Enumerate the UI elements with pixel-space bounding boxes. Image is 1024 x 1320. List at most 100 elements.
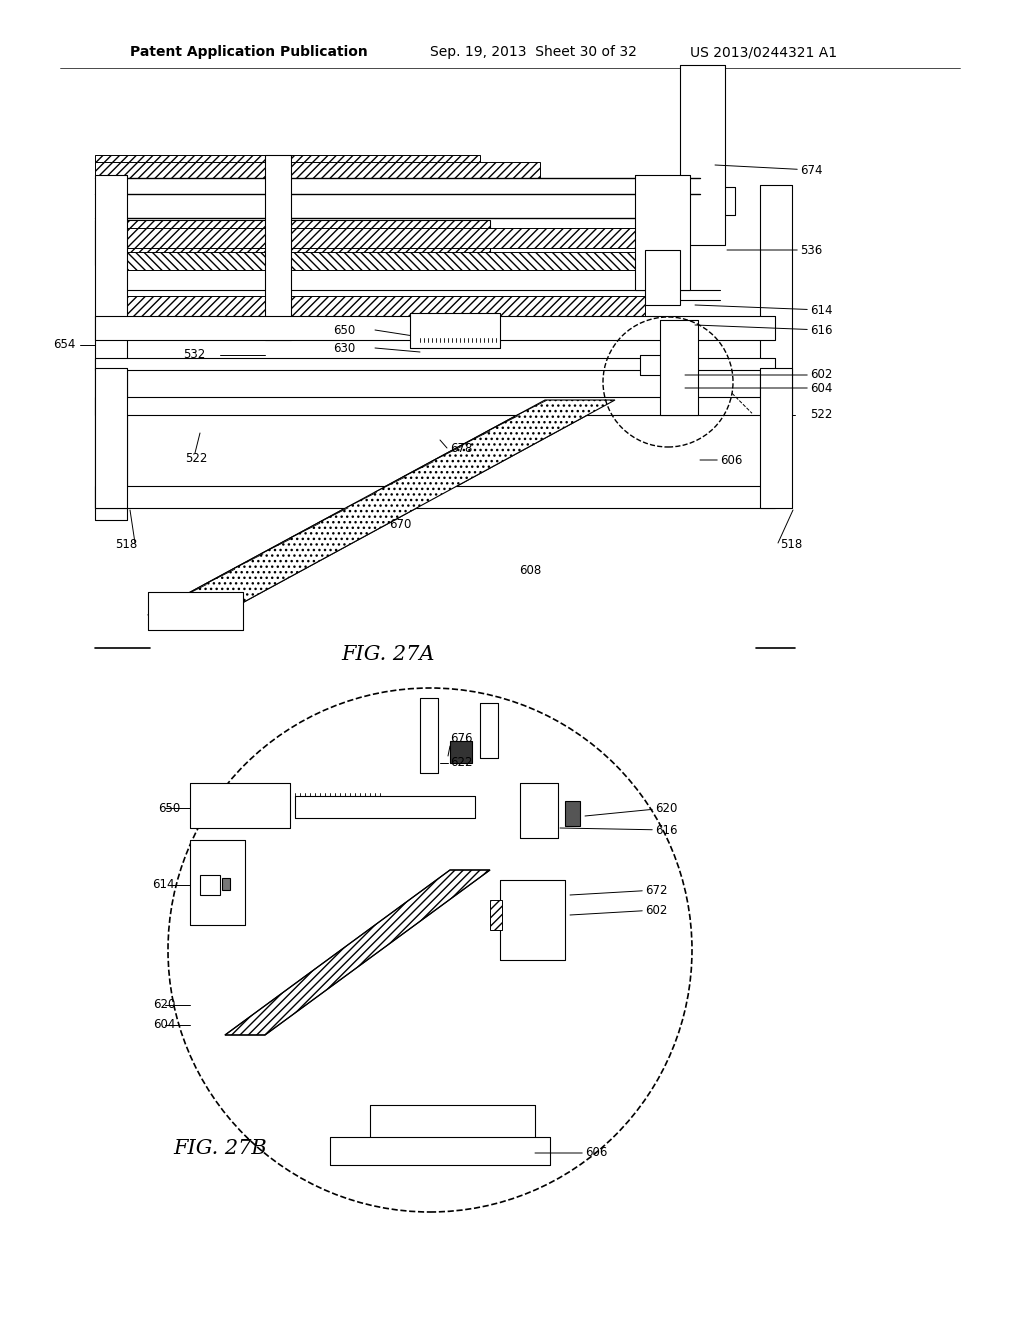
Text: FIG. 27A: FIG. 27A (341, 645, 435, 664)
Bar (450, 741, 472, 763)
Bar (95, 315, 775, 341)
Bar (295, 796, 475, 818)
Bar (148, 591, 243, 630)
Bar (635, 176, 690, 290)
Bar (480, 704, 498, 758)
Bar (95, 296, 645, 318)
Bar (95, 397, 775, 414)
Bar (490, 900, 502, 931)
Bar (95, 252, 635, 271)
Text: 606: 606 (700, 454, 742, 466)
Text: 518: 518 (780, 539, 802, 552)
Text: 630: 630 (333, 342, 355, 355)
Bar (95, 358, 775, 370)
Text: 620: 620 (153, 998, 175, 1011)
Polygon shape (95, 154, 480, 176)
Text: 674: 674 (715, 164, 822, 177)
Bar (330, 1137, 550, 1166)
Text: 536: 536 (727, 243, 822, 256)
Bar (760, 185, 792, 414)
Bar (190, 783, 290, 828)
Bar (95, 397, 775, 414)
Bar (660, 319, 698, 414)
Bar (410, 313, 500, 348)
Polygon shape (225, 870, 490, 1035)
Text: 522: 522 (185, 451, 208, 465)
Text: 622: 622 (450, 756, 472, 770)
Bar (410, 313, 500, 348)
Text: 654: 654 (52, 338, 75, 351)
Text: 650: 650 (158, 801, 180, 814)
Bar (520, 783, 558, 838)
Bar (420, 698, 438, 774)
Bar (660, 319, 698, 414)
Bar (190, 840, 245, 925)
Text: 518: 518 (115, 539, 137, 552)
Text: 616: 616 (695, 323, 833, 337)
Text: 670: 670 (389, 519, 412, 532)
Bar (520, 783, 558, 838)
Text: 532: 532 (182, 348, 205, 362)
Text: 678: 678 (450, 441, 472, 454)
Text: 676: 676 (450, 731, 472, 744)
Text: FIG. 27B: FIG. 27B (173, 1138, 267, 1158)
Bar (680, 65, 725, 246)
Text: 620: 620 (585, 801, 677, 816)
Bar (667, 187, 735, 215)
Bar (222, 878, 230, 890)
Bar (760, 368, 792, 508)
Bar (370, 1105, 535, 1140)
Bar (190, 840, 245, 925)
Text: 606: 606 (535, 1147, 607, 1159)
Bar (95, 368, 127, 508)
Bar (95, 315, 775, 341)
Text: 522: 522 (810, 408, 833, 421)
Bar (370, 1105, 535, 1140)
Bar (693, 170, 715, 191)
Bar (265, 154, 291, 341)
Text: 602: 602 (685, 368, 833, 381)
Text: 614: 614 (153, 879, 175, 891)
Polygon shape (148, 400, 615, 615)
Bar (95, 358, 775, 370)
Text: 604: 604 (685, 381, 833, 395)
Bar (760, 368, 792, 508)
Bar (500, 880, 565, 960)
Bar (95, 368, 127, 508)
Bar (265, 154, 291, 341)
Bar (200, 875, 220, 895)
Circle shape (168, 688, 692, 1212)
Bar (330, 1137, 550, 1166)
Text: 614: 614 (695, 304, 833, 317)
Bar (95, 486, 775, 508)
Text: 608: 608 (519, 564, 541, 577)
Bar (640, 355, 680, 375)
Bar (680, 65, 725, 246)
Bar (95, 176, 127, 520)
Bar (95, 228, 635, 248)
Text: 604: 604 (153, 1019, 175, 1031)
Text: US 2013/0244321 A1: US 2013/0244321 A1 (690, 45, 838, 59)
Bar (667, 187, 735, 215)
Text: 616: 616 (560, 824, 678, 837)
Text: 602: 602 (570, 903, 668, 916)
Text: Patent Application Publication: Patent Application Publication (130, 45, 368, 59)
Bar (295, 796, 475, 818)
Polygon shape (95, 220, 490, 265)
Bar (645, 249, 680, 305)
Bar (480, 704, 498, 758)
Text: Sep. 19, 2013  Sheet 30 of 32: Sep. 19, 2013 Sheet 30 of 32 (430, 45, 637, 59)
Bar (95, 486, 775, 508)
Text: 650: 650 (333, 323, 355, 337)
Bar (95, 176, 127, 520)
Bar (190, 783, 290, 828)
Text: 672: 672 (570, 883, 668, 896)
Bar (635, 176, 690, 290)
Bar (500, 880, 565, 960)
Bar (640, 355, 680, 375)
Bar (760, 185, 792, 414)
Bar (95, 162, 540, 178)
Bar (420, 698, 438, 774)
Bar (565, 801, 580, 826)
Bar (148, 591, 243, 630)
